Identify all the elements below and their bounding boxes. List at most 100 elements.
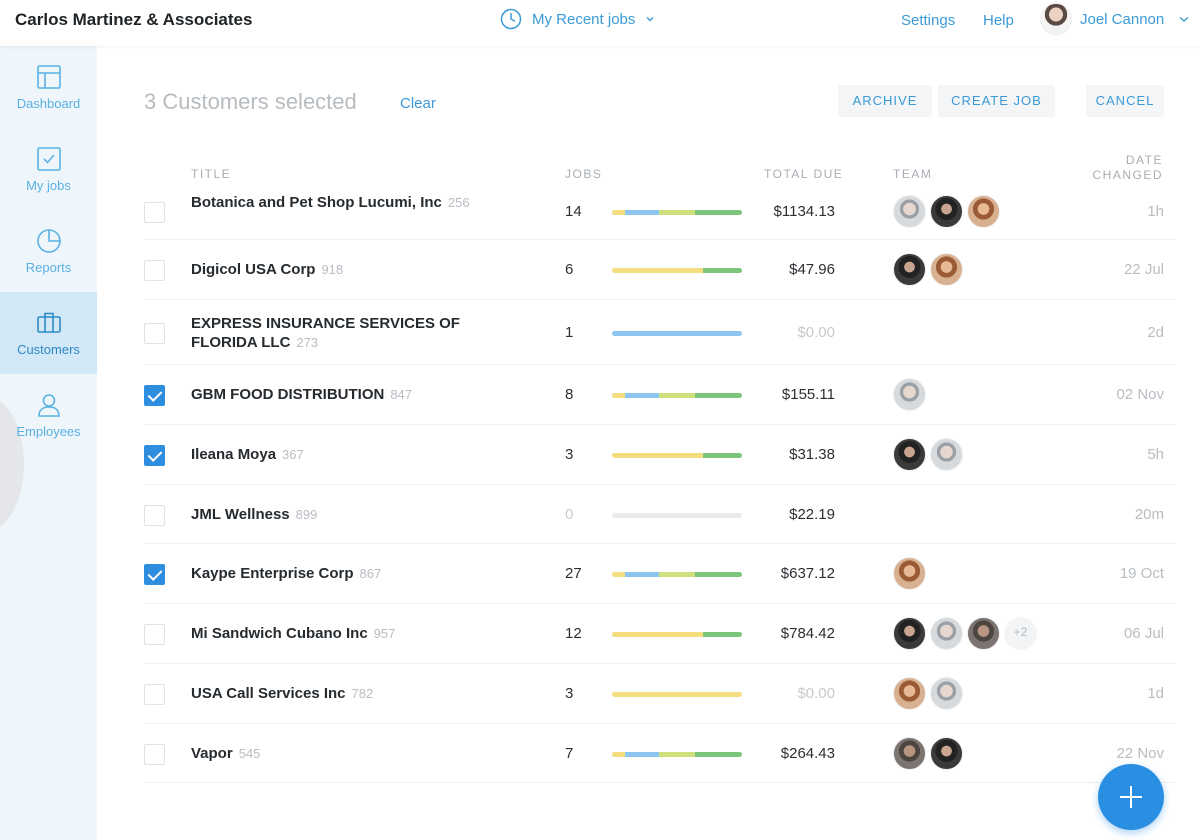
avatar[interactable] [893, 253, 926, 286]
avatar[interactable] [893, 677, 926, 710]
progress-segment-yellow [612, 268, 703, 273]
jobs-count: 8 [565, 386, 574, 403]
avatar[interactable] [893, 617, 926, 650]
row-checkbox[interactable] [144, 684, 165, 705]
avatar[interactable] [930, 677, 963, 710]
customer-name[interactable]: USA Call Services Inc 782 [191, 684, 373, 703]
row-checkbox[interactable] [144, 564, 165, 585]
table-row[interactable]: Vapor 545 7 $264.43 22 Nov [144, 724, 1175, 783]
date-changed: 19 Oct [1119, 565, 1164, 582]
avatar[interactable] [930, 617, 963, 650]
row-checkbox[interactable] [144, 322, 165, 344]
row-checkbox[interactable] [144, 743, 165, 765]
customer-id: 847 [390, 387, 413, 402]
jobs-count: 3 [565, 685, 574, 702]
table-row[interactable]: EXPRESS INSURANCE SERVICES OF FLORIDA LL… [144, 300, 1175, 365]
row-checkbox[interactable] [144, 624, 165, 645]
customer-name-text: Digicol USA Corp [191, 261, 316, 278]
sidebar-item-my-jobs[interactable]: My jobs [0, 128, 97, 210]
total-due: $637.12 [780, 565, 835, 582]
column-header-total-due[interactable]: TOTAL DUE [764, 167, 844, 181]
sidebar-item-customers[interactable]: Customers [0, 292, 97, 374]
settings-link[interactable]: Settings [901, 12, 956, 29]
avatar[interactable] [893, 557, 926, 590]
avatar[interactable] [930, 438, 963, 471]
team-avatars [893, 438, 963, 471]
column-header-jobs[interactable]: JOBS [565, 167, 603, 181]
progress-segment-lime [658, 393, 696, 398]
avatar[interactable] [930, 253, 963, 286]
avatar[interactable] [893, 438, 926, 471]
progress-segment-yellow [612, 209, 625, 215]
avatar[interactable] [893, 378, 926, 411]
total-due: $784.42 [780, 625, 835, 642]
sidebar-item-reports[interactable]: Reports [0, 210, 97, 292]
briefcase-icon [36, 312, 61, 333]
date-changed: 02 Nov [1116, 386, 1164, 403]
pie-chart-icon [36, 229, 61, 253]
customer-name-text: Ileana Moya [191, 446, 277, 463]
help-link[interactable]: Help [983, 12, 1014, 29]
avatar[interactable] [930, 194, 963, 228]
customer-id: 899 [295, 506, 318, 522]
row-checkbox[interactable] [144, 504, 165, 526]
sidebar-item-label: Employees [16, 424, 81, 439]
sidebar-item-dashboard[interactable]: Dashboard [0, 46, 97, 128]
avatar[interactable] [893, 736, 926, 770]
customer-name[interactable]: EXPRESS INSURANCE SERVICES OF FLORIDA LL… [191, 314, 491, 352]
date-changed: 06 Jul [1123, 625, 1164, 642]
customer-name[interactable]: Mi Sandwich Cubano Inc 957 [191, 624, 395, 643]
jobs-count: 6 [565, 261, 574, 278]
top-bar: Carlos Martinez & Associates My Recent j… [0, 0, 1200, 46]
avatar[interactable] [893, 194, 926, 228]
jobs-progress-bar [612, 692, 742, 697]
customer-name[interactable]: Kaype Enterprise Corp 867 [191, 564, 381, 583]
customer-name[interactable]: Ileana Moya 367 [191, 445, 304, 464]
row-checkbox[interactable] [144, 260, 165, 281]
clear-selection-link[interactable]: Clear [400, 95, 436, 112]
cancel-button[interactable]: CANCEL [1086, 85, 1164, 117]
row-checkbox[interactable] [144, 201, 165, 223]
table-row[interactable]: Ileana Moya 367 3 $31.38 5h [144, 425, 1175, 485]
more-members-badge[interactable]: +2 [1004, 617, 1037, 650]
row-checkbox[interactable] [144, 445, 165, 466]
column-header-date-changed[interactable]: DATE CHANGED [1092, 153, 1163, 183]
total-due: $47.96 [789, 261, 835, 278]
customer-name[interactable]: Digicol USA Corp 918 [191, 260, 343, 279]
customer-name[interactable]: Botanica and Pet Shop Lucumi, Inc 256 [191, 193, 491, 212]
add-button[interactable] [1098, 764, 1164, 830]
column-header-title[interactable]: TITLE [191, 167, 232, 181]
create-job-button[interactable]: CREATE JOB [938, 85, 1055, 117]
table-row[interactable]: JML Wellness 899 0 $22.19 20m [144, 485, 1175, 544]
main-content: 3 Customers selected Clear ARCHIVE CREAT… [97, 46, 1200, 840]
table-row[interactable]: Botanica and Pet Shop Lucumi, Inc 256 14 … [144, 183, 1175, 240]
team-avatars [893, 194, 1000, 228]
customer-name[interactable]: GBM FOOD DISTRIBUTION 847 [191, 385, 412, 404]
table-row[interactable]: Kaype Enterprise Corp 867 27 $637.12 19 O… [144, 544, 1175, 604]
progress-segment-lime [658, 751, 696, 757]
progress-segment-green [703, 453, 742, 458]
row-checkbox[interactable] [144, 385, 165, 406]
table-row[interactable]: Digicol USA Corp 918 6 $47.96 22 Jul [144, 240, 1175, 300]
sidebar-item-employees[interactable]: Employees [0, 374, 97, 456]
avatar[interactable] [930, 736, 963, 770]
table-row[interactable]: Mi Sandwich Cubano Inc 957 12 $784.42 +2 … [144, 604, 1175, 664]
archive-button[interactable]: ARCHIVE [838, 85, 932, 117]
customer-name[interactable]: JML Wellness 899 [191, 505, 317, 524]
sidebar: Dashboard My jobs Reports Customers Empl… [0, 46, 97, 840]
progress-segment-yellow [612, 692, 742, 697]
progress-segment-yellow [612, 572, 625, 577]
team-avatars [893, 557, 926, 590]
customer-name[interactable]: Vapor 545 [191, 744, 260, 763]
avatar[interactable] [967, 617, 1000, 650]
customer-id: 867 [359, 566, 382, 581]
table-row[interactable]: USA Call Services Inc 782 3 $0.00 1d [144, 664, 1175, 724]
avatar[interactable] [967, 194, 1000, 228]
customer-name-text: EXPRESS INSURANCE SERVICES OF FLORIDA LL… [191, 314, 460, 351]
customer-id: 957 [373, 626, 396, 641]
table-row[interactable]: GBM FOOD DISTRIBUTION 847 8 $155.11 02 No… [144, 365, 1175, 425]
recent-jobs-dropdown[interactable]: My Recent jobs [500, 8, 655, 30]
person-icon [37, 394, 60, 417]
user-menu[interactable]: Joel Cannon [1040, 3, 1190, 35]
customer-id: 918 [321, 262, 344, 277]
